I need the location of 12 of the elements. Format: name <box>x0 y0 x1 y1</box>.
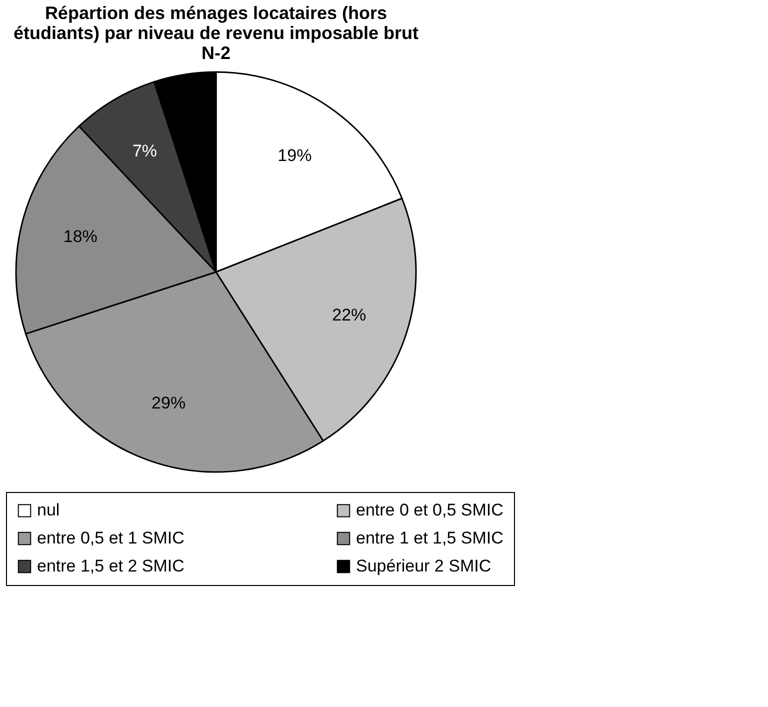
legend-label: entre 0 et 0,5 SMIC <box>356 500 504 520</box>
data-label: 18% <box>63 227 98 246</box>
data-label: 19% <box>278 146 312 166</box>
chart-title: Répartion des ménages locataires (hors étudiants) par niveau de revenu imposable brut N-2 <box>13 3 419 63</box>
data-label: 29% <box>152 394 186 413</box>
data-label: 22% <box>332 305 366 324</box>
legend-label: entre 1,5 et 2 SMIC <box>37 556 184 576</box>
legend-label: Supérieur 2 SMIC <box>356 556 492 576</box>
legend-label: entre 0,5 et 1 SMIC <box>37 528 184 548</box>
data-label: 7% <box>132 141 158 160</box>
legend-label: nul <box>37 500 60 520</box>
legend-label: entre 1 et 1,5 SMIC <box>356 528 504 548</box>
